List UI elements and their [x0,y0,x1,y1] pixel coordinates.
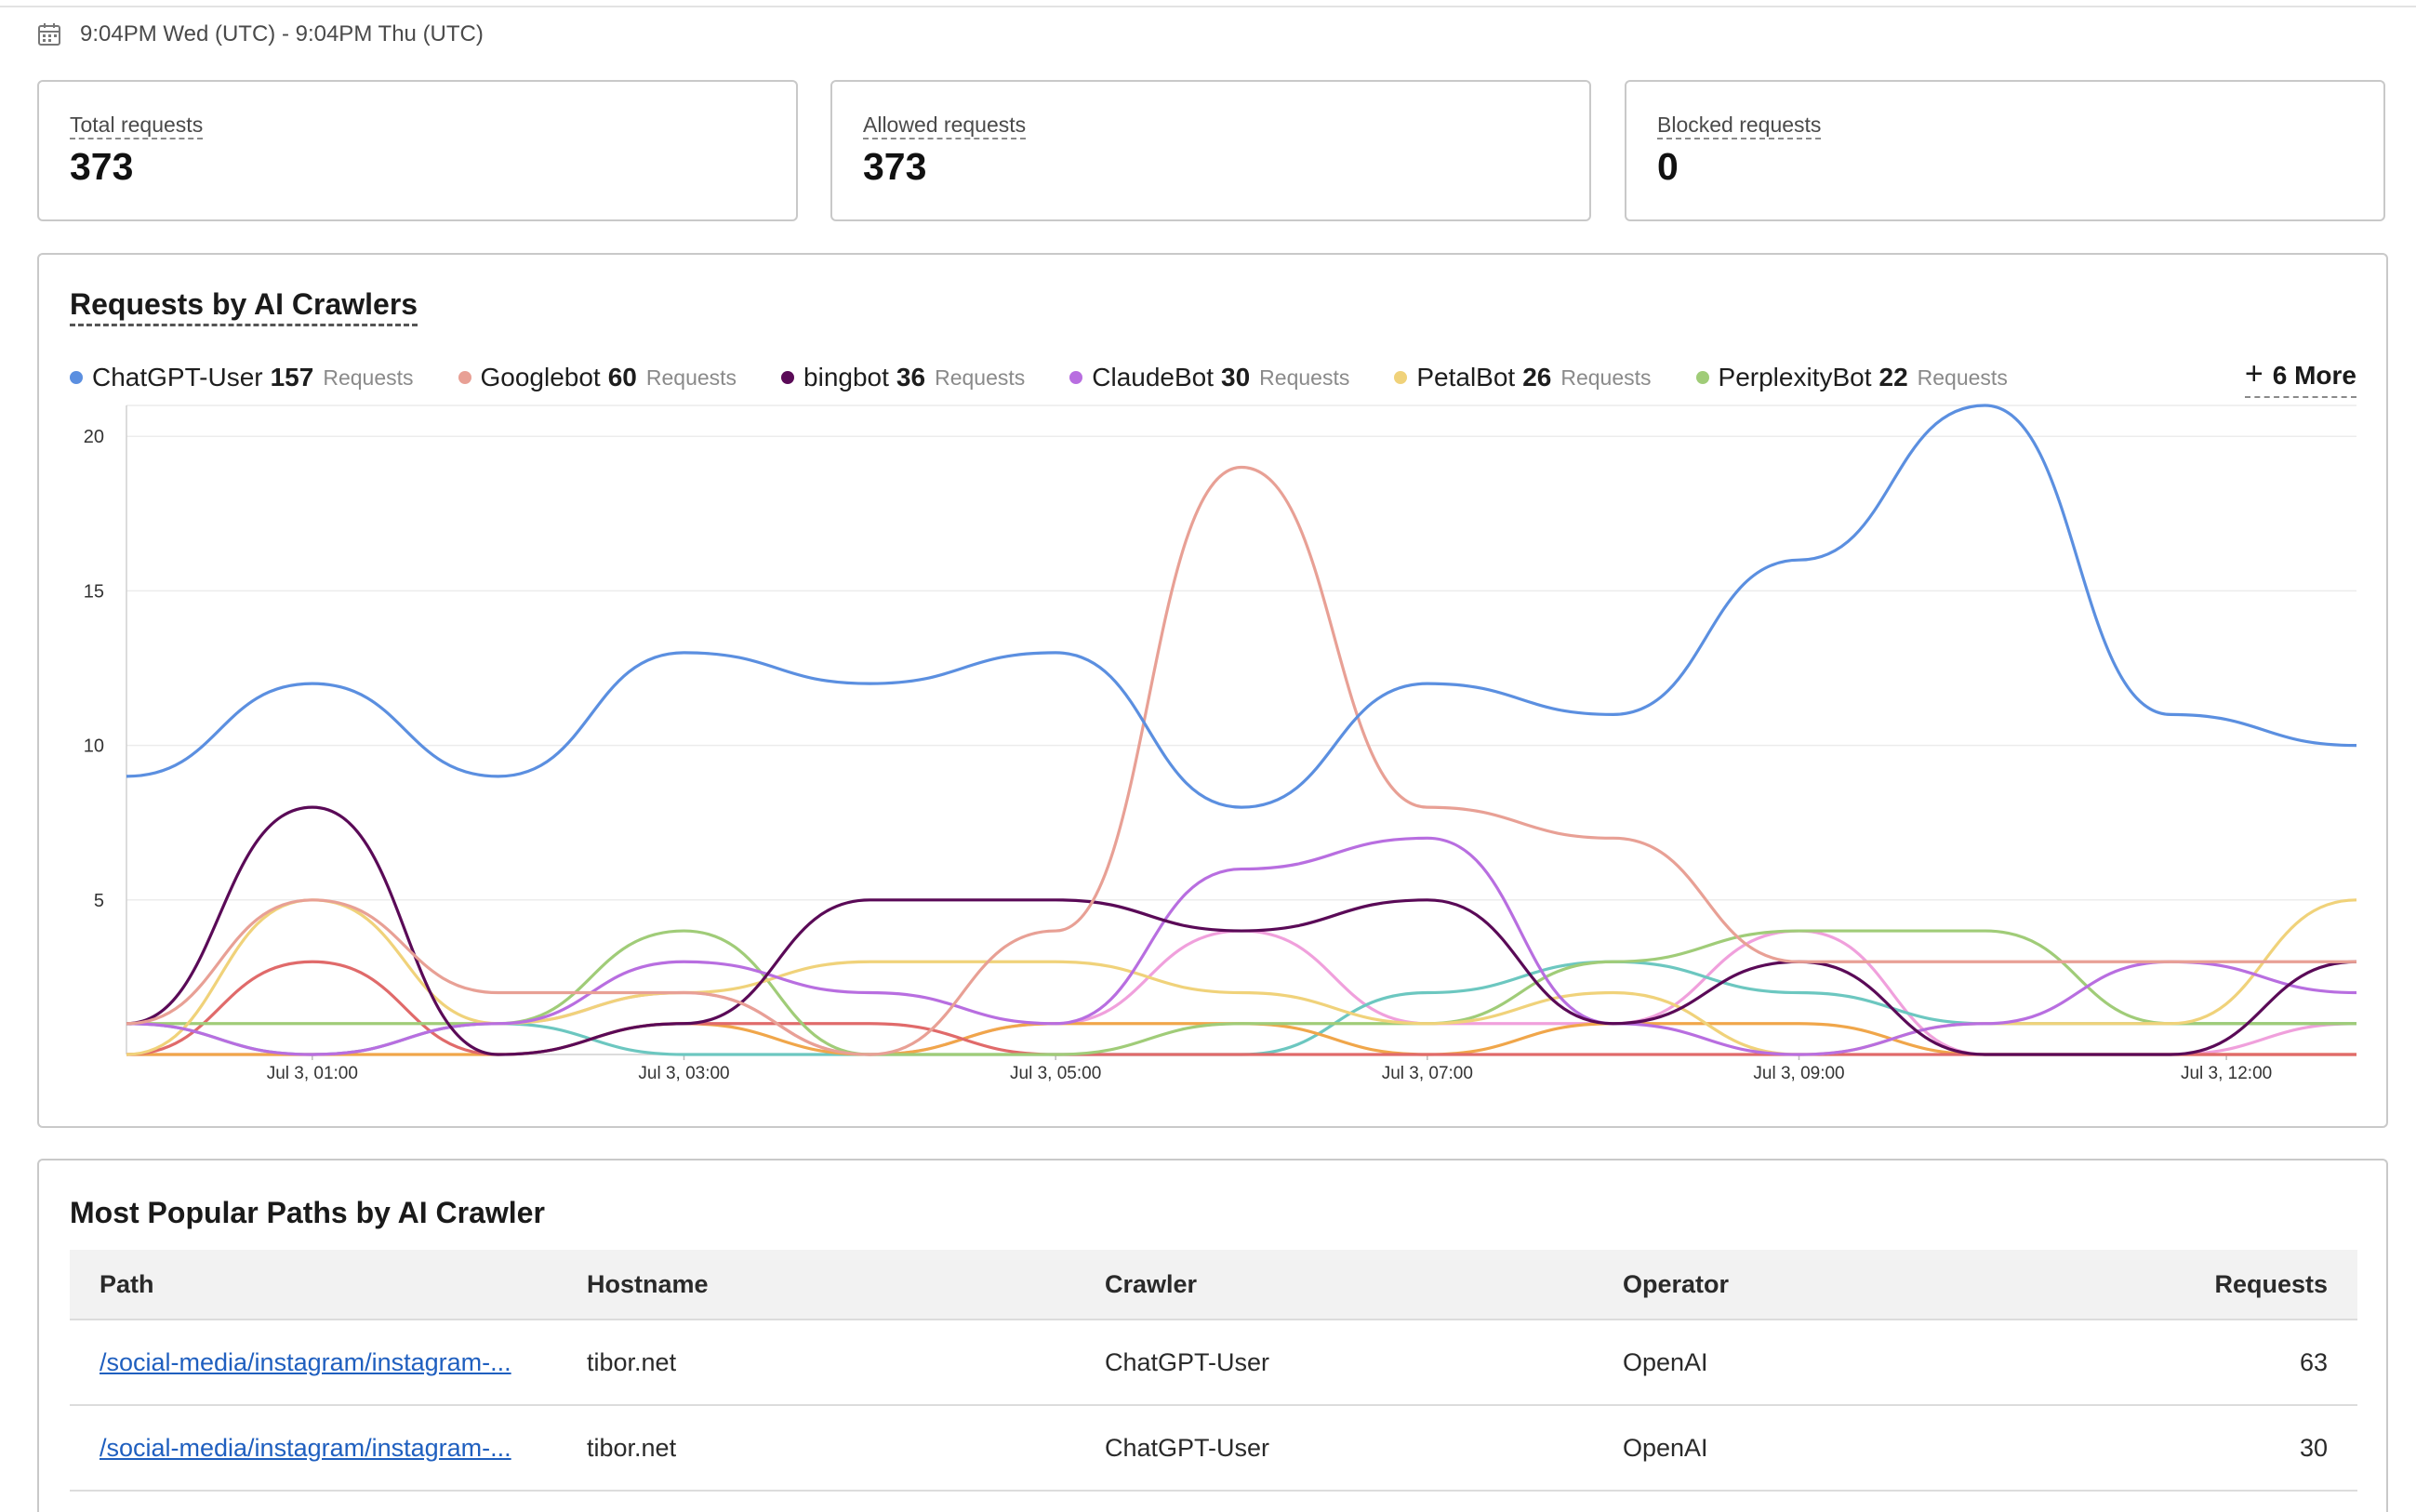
calendar-icon [38,23,60,46]
legend-name: bingbot [803,363,889,391]
legend-unit: Requests [1259,365,1350,390]
legend-count: 26 [1522,363,1552,391]
series-line-other [126,960,2356,1056]
legend-name: Googlebot [480,363,601,391]
column-header-requests[interactable]: Requests [2214,1269,2328,1298]
series-line-other [126,960,2356,1056]
table-row: /social-media/instagram/instagram-... ti… [70,1320,2357,1406]
path-link[interactable]: /social-media/instagram/instagram-... [100,1348,511,1377]
legend-count: 30 [1221,363,1251,391]
table-row: /social-media/instagram/instagram-... ti… [70,1406,2357,1492]
legend-unit: Requests [645,365,737,390]
hostname-cell: tibor.net [587,1433,677,1462]
paths-panel: Most Popular Paths by AI Crawler Path Ho… [37,1159,2388,1512]
column-header-operator[interactable]: Operator [1623,1269,1730,1298]
legend-dot [70,371,83,384]
y-tick-label: 20 [84,427,104,447]
column-header-hostname[interactable]: Hostname [587,1269,709,1298]
legend-item-petalbot[interactable]: PetalBot 26 Requests [1394,363,1652,392]
date-range-text: 9:04PM Wed (UTC) - 9:04PM Thu (UTC) [80,21,484,46]
legend-unit: Requests [323,365,414,390]
legend-count: 22 [1878,363,1908,391]
stat-value-total: 373 [70,145,134,188]
y-tick-label: 5 [94,891,104,911]
series-line-petalbot [126,898,2357,1056]
stat-value-blocked: 0 [1657,145,1679,188]
plus-icon: + [2244,356,2263,391]
series-line-bingbot [126,805,2357,1056]
hostname-cell: tibor.net [587,1347,677,1376]
stat-value-allowed: 373 [863,145,927,188]
crawler-cell: ChatGPT-User [1105,1347,1270,1376]
legend-dot [1394,371,1408,384]
y-tick-label: 10 [84,736,104,757]
x-tick-label: Jul 3, 05:00 [1010,1064,1101,1083]
more-crawlers-label: 6 More [2272,361,2356,390]
legend-item-perplexitybot[interactable]: PerplexityBot 22 Requests [1695,363,2008,392]
legend-dot [1069,371,1083,384]
operator-cell: OpenAI [1623,1433,1708,1462]
x-tick-label: Jul 3, 01:00 [267,1064,358,1083]
column-header-crawler[interactable]: Crawler [1105,1269,1198,1298]
legend-name: ChatGPT-User [92,363,263,391]
legend-item-claudebot[interactable]: ClaudeBot 30 Requests [1069,363,1349,392]
x-tick-label: Jul 3, 07:00 [1382,1064,1473,1083]
column-header-path[interactable]: Path [100,1269,154,1298]
stat-card-allowed: Allowed requests 373 [830,80,1591,221]
series-line-claudebot [126,836,2357,1056]
stat-label-total[interactable]: Total requests [70,112,204,139]
path-link[interactable]: /social-media/instagram/instagram-... [100,1434,511,1463]
legend-count: 60 [607,363,637,391]
stat-card-blocked: Blocked requests 0 [1625,80,2385,221]
line-chart: 5 10 15 20 Jul 3, 01:00 Jul 3, 03:00 Jul 3, 05… [84,404,2357,1083]
crawler-cell: ChatGPT-User [1105,1433,1270,1462]
stat-card-total: Total requests 373 [37,80,798,221]
legend-name: PetalBot [1416,363,1516,391]
legend-count: 36 [896,363,926,391]
chart-legend: ChatGPT-User 157 Requests Googlebot 60 R… [70,359,2052,396]
legend-unit: Requests [935,365,1026,390]
legend-count: 157 [270,363,314,391]
paths-table: Path Hostname Crawler Operator Requests … [70,1250,2357,1492]
legend-name: PerplexityBot [1718,363,1872,391]
more-crawlers-button[interactable]: +6 More [2244,356,2356,398]
table-header: Path Hostname Crawler Operator Requests [70,1250,2357,1320]
requests-cell: 63 [2299,1347,2328,1376]
legend-item-chatgpt-user[interactable]: ChatGPT-User 157 Requests [70,363,414,392]
series-line-googlebot [126,465,2356,1056]
legend-item-bingbot[interactable]: bingbot 36 Requests [781,363,1025,392]
requests-cell: 30 [2299,1433,2328,1462]
stat-label-allowed[interactable]: Allowed requests [863,112,1027,139]
y-tick-label: 15 [84,581,104,602]
chart-title[interactable]: Requests by AI Crawlers [70,286,418,326]
top-divider [0,6,2416,7]
x-tick-label: Jul 3, 12:00 [2181,1064,2272,1083]
legend-unit: Requests [1917,365,2008,390]
x-tick-label: Jul 3, 03:00 [638,1064,729,1083]
legend-dot [781,371,795,384]
legend-dot [1695,371,1709,384]
legend-dot [458,371,471,384]
legend-unit: Requests [1560,365,1652,390]
series-line-chatgpt-user [126,404,2357,809]
legend-item-googlebot[interactable]: Googlebot 60 Requests [458,363,737,392]
crawler-chart-panel: Requests by AI Crawlers ChatGPT-User 157… [37,253,2388,1128]
paths-title: Most Popular Paths by AI Crawler [70,1196,545,1229]
x-tick-label: Jul 3, 09:00 [1753,1064,1844,1083]
stat-label-blocked[interactable]: Blocked requests [1657,112,1822,139]
operator-cell: OpenAI [1623,1347,1708,1376]
date-range[interactable]: 9:04PM Wed (UTC) - 9:04PM Thu (UTC) [37,19,484,50]
legend-name: ClaudeBot [1092,363,1215,391]
